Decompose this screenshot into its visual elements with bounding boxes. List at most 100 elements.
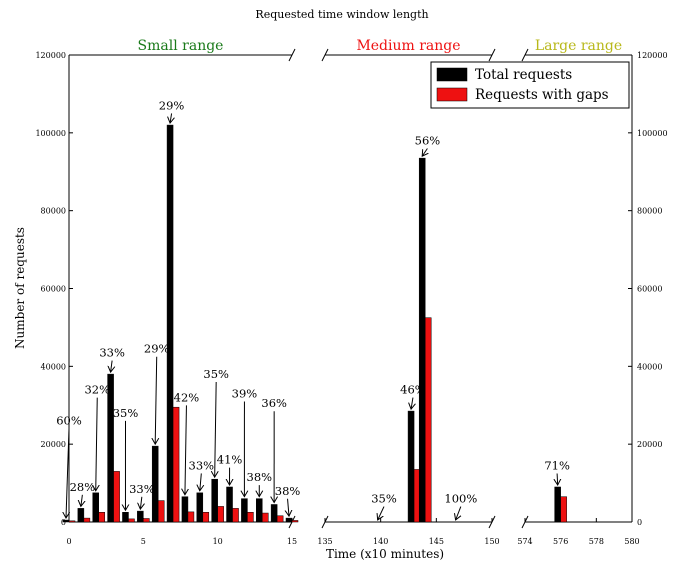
axis-break-mark: [288, 48, 296, 62]
annotation-label: 33%: [129, 482, 155, 496]
bar-gaps: [157, 500, 165, 523]
panel-title: Small range: [138, 38, 224, 54]
annotation-label: 41%: [217, 453, 243, 467]
axis-break-mark: [488, 48, 496, 62]
annotation-label: 42%: [174, 390, 200, 404]
y-tick-label-right: 40000: [637, 362, 662, 371]
bar-total: [122, 512, 129, 523]
bar-total: [107, 373, 114, 523]
bar-gaps: [291, 520, 299, 523]
bar-gaps: [172, 406, 180, 523]
y-tick-label-left: 120000: [35, 51, 66, 60]
annotation-label: 33%: [99, 346, 125, 360]
y-axis-label: Number of requests: [13, 227, 27, 349]
legend-swatch: [436, 67, 468, 82]
bar-total: [270, 504, 278, 523]
x-axis-label: Time (x10 minutes): [326, 547, 444, 561]
y-tick-label-right: 60000: [637, 285, 662, 294]
bar-total: [77, 508, 85, 523]
annotation-label: 38%: [275, 484, 301, 498]
annotation-arrow: [200, 473, 202, 490]
bar-gaps: [98, 512, 105, 523]
bar-total: [137, 510, 144, 523]
y-tick-label-left: 60000: [41, 285, 66, 294]
annotation-label: 29%: [159, 98, 185, 112]
annotation-arrow: [111, 360, 113, 373]
x-tick-label: 140: [373, 537, 388, 546]
x-tick-label: 145: [429, 537, 444, 546]
legend: Total requests Requests with gaps: [430, 61, 630, 109]
bar-gaps: [128, 518, 135, 523]
bar-total: [285, 517, 293, 523]
y-tick-label-left: 40000: [41, 362, 66, 371]
bar-total: [181, 496, 189, 523]
y-tick-label-right: 80000: [637, 207, 662, 216]
annotation-arrow: [185, 405, 187, 494]
x-tick-label: 0: [66, 537, 71, 546]
bar-total: [554, 486, 561, 523]
annotation-label: 32%: [84, 383, 110, 397]
x-tick-label: 15: [287, 537, 297, 546]
bar-total: [241, 498, 248, 523]
bar-gaps: [247, 512, 254, 523]
bar-gaps: [232, 508, 239, 523]
bar-total: [226, 486, 233, 523]
annotation-label: 100%: [444, 492, 477, 506]
y-tick-label-right: 20000: [637, 440, 662, 449]
annotation-label: 28%: [70, 480, 96, 494]
x-tick-label: 580: [624, 537, 639, 546]
bar-total: [62, 519, 70, 523]
annotation-arrow: [96, 397, 98, 491]
bar-total: [256, 498, 263, 523]
legend-label: Total requests: [475, 67, 572, 83]
x-tick-label: 5: [141, 537, 146, 546]
bar-total: [407, 410, 415, 523]
bar-gaps: [68, 520, 76, 523]
y-tick-label-left: 0: [61, 518, 66, 527]
annotation-arrow: [378, 506, 385, 520]
annotation-arrow: [288, 498, 289, 516]
bar-gaps: [276, 515, 284, 523]
x-tick-label: 576: [553, 537, 568, 546]
annotation-arrow: [170, 113, 172, 123]
annotation-label: 35%: [203, 367, 229, 381]
annotation-label: 71%: [544, 458, 570, 472]
bar-total: [418, 157, 426, 523]
bar-gaps: [217, 506, 224, 523]
annotation-label: 56%: [415, 134, 441, 148]
bar-gaps: [83, 517, 91, 523]
annotation-label: 35%: [371, 492, 397, 506]
bar-gaps: [202, 512, 210, 523]
y-tick-label-left: 80000: [41, 207, 66, 216]
bar-gaps: [262, 512, 269, 523]
x-tick-label: 150: [484, 537, 499, 546]
annotation-arrow: [66, 428, 69, 518]
y-tick-label-right: 100000: [637, 129, 668, 138]
annotation-arrow: [215, 382, 217, 477]
annotation-label: 36%: [261, 396, 287, 410]
bar-total: [211, 478, 218, 523]
annotation-arrow: [422, 148, 427, 157]
axis-break-mark: [321, 48, 329, 62]
bar-total: [196, 492, 204, 523]
bar-gaps: [187, 511, 195, 523]
annotation-arrow: [155, 356, 157, 444]
annotation-label: 60%: [56, 414, 82, 428]
annotation-arrow: [456, 506, 461, 520]
y-tick-label-right: 120000: [637, 51, 668, 60]
legend-label: Requests with gaps: [475, 87, 609, 103]
x-tick-label: 578: [589, 537, 604, 546]
x-tick-label: 574: [517, 537, 532, 546]
x-tick-label: 10: [213, 537, 223, 546]
legend-swatch: [436, 87, 468, 102]
annotation-arrow: [557, 473, 558, 485]
axis-break-mark: [521, 48, 529, 62]
plot-area: 0 0 20000 20000 40000 40000 60000 60000 80000 800…: [35, 38, 667, 546]
y-tick-label-left: 20000: [41, 440, 66, 449]
panel-title: Medium range: [356, 38, 460, 54]
bar-total: [92, 492, 99, 523]
bar-gaps: [113, 471, 120, 523]
chart-title: Requested time window length: [255, 8, 428, 21]
bar-total: [166, 124, 174, 523]
